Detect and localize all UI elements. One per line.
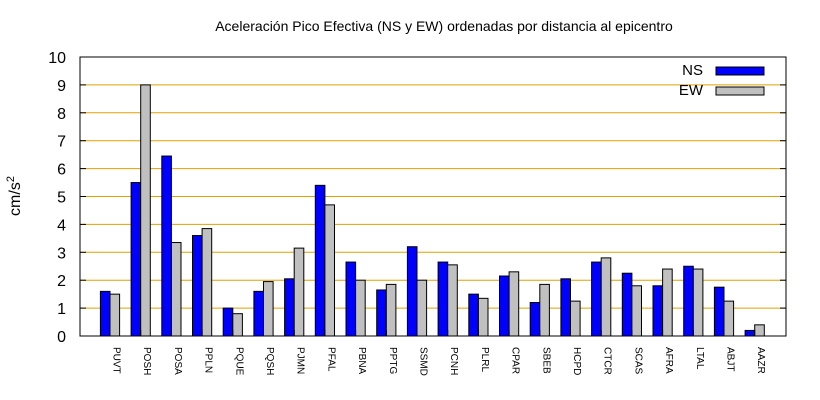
y-axis-ticks: 0 1 2 3 4 5 6 7 8 9 10 (48, 50, 786, 346)
x-tick-label: PPLN (203, 347, 214, 373)
bar-ew-aazr (754, 324, 765, 337)
bar-ew-pque (232, 313, 243, 337)
x-tick-label: PJMN (295, 347, 306, 374)
x-axis-ticks: PUVT POSH POSA PPLN PQUE PQSH PJMN PFAL PBNA PPTG… (109, 330, 766, 376)
bar-ew-abjt (723, 300, 735, 337)
x-tick-label: POSA (172, 347, 183, 375)
bar-ns-hcpd (560, 278, 572, 337)
y-tick-label: 4 (57, 217, 66, 234)
bar-ew-ltal (692, 268, 704, 337)
y-axis-label: cm/s2 (5, 176, 24, 216)
bar-ew-sbeb (539, 283, 550, 337)
y-tick-label: 2 (57, 273, 66, 290)
y-tick-label: 9 (57, 78, 66, 95)
bar-ew-afra (662, 268, 673, 337)
bar-ew-puvt (109, 293, 121, 337)
bar-ew-ssmd (416, 279, 428, 337)
bar-ns-ppln (192, 235, 203, 337)
x-tick-label: PBNA (356, 347, 367, 375)
bar-ew-pptg (385, 283, 397, 337)
bar-ns-sbeb (529, 302, 541, 337)
bar-ns-posa (161, 155, 172, 337)
y-tick-label: 8 (57, 106, 66, 123)
x-tick-label: CPAR (510, 347, 521, 374)
y-tick-label: 5 (57, 190, 66, 207)
y-tick-label: 3 (57, 245, 66, 262)
y-tick-label: 0 (57, 329, 66, 346)
bar-ns-ltal (683, 265, 694, 337)
x-tick-label: AFRA (663, 347, 674, 374)
y-axis-label-exponent: 2 (5, 176, 17, 182)
bar-ew-cpar (508, 271, 520, 337)
bar-ns-cpar (499, 275, 510, 337)
y-tick-label: 10 (48, 50, 66, 67)
legend-label-ns: NS (682, 62, 703, 79)
legend: NS EW (679, 62, 765, 99)
bar-ns-pptg (376, 289, 387, 337)
bar-ns-pcnh (437, 261, 449, 337)
bar-ew-pqsh (263, 281, 274, 337)
bar-ew-pcnh (447, 264, 458, 337)
gridlines (80, 84, 786, 309)
x-tick-label: POSH (141, 347, 152, 375)
bar-ns-posh (130, 182, 142, 337)
legend-swatch-ns (715, 66, 765, 76)
bar-ew-hcpd (570, 300, 581, 337)
bar-ew-pfal (324, 204, 335, 337)
y-axis-label-unit: cm/s (7, 182, 24, 216)
bar-ew-plrl (477, 297, 489, 337)
bar-ns-plrl (468, 293, 479, 337)
x-tick-label: PQSH (264, 347, 275, 375)
bar-ns-pqsh (253, 290, 264, 337)
x-tick-label: CTCR (602, 347, 613, 375)
legend-swatch-ew (715, 86, 765, 96)
bar-ns-afra (652, 285, 664, 337)
x-tick-label: SCAS (632, 347, 643, 375)
bar-ns-pbna (345, 261, 357, 337)
x-tick-label: PCNH (448, 347, 459, 375)
bars (99, 84, 765, 337)
x-tick-label: PPTG (387, 347, 398, 374)
bar-ew-ppln (201, 228, 213, 337)
bar-ns-aazr (744, 329, 756, 337)
bar-ns-scas (621, 272, 633, 337)
bar-ns-pfal (314, 184, 326, 337)
bar-ew-posa (170, 242, 182, 337)
bar-ew-posh (140, 84, 151, 337)
x-tick-label: HCPD (571, 347, 582, 375)
y-tick-label: 7 (57, 134, 66, 151)
x-tick-label: LTAL (694, 347, 705, 370)
bar-ns-puvt (99, 290, 111, 337)
bar-ns-ctcr (591, 261, 602, 337)
x-tick-label: PQUE (233, 347, 244, 376)
legend-label-ew: EW (679, 82, 704, 99)
x-tick-label: SBEB (540, 347, 551, 374)
chart-title: Aceleración Pico Efectiva (NS y EW) orde… (215, 18, 673, 34)
y-tick-label: 6 (57, 162, 66, 179)
bar-ew-pbna (355, 279, 366, 337)
y-tick-label: 1 (57, 301, 66, 318)
bar-ns-abjt (713, 286, 725, 337)
bar-ew-scas (631, 285, 643, 337)
x-tick-label: PFAL (325, 347, 336, 372)
x-tick-label: SSMD (418, 347, 429, 376)
x-tick-label: PLRL (479, 347, 490, 372)
bar-ns-pque (222, 307, 234, 337)
bar-ns-pjmn (284, 278, 295, 337)
x-tick-label: AAZR (755, 347, 766, 374)
bar-ns-ssmd (406, 246, 418, 337)
x-tick-label: ABJT (725, 347, 736, 371)
bar-ew-ctcr (600, 257, 612, 337)
bar-ew-pjmn (293, 247, 305, 337)
x-tick-label: PUVT (111, 347, 122, 374)
